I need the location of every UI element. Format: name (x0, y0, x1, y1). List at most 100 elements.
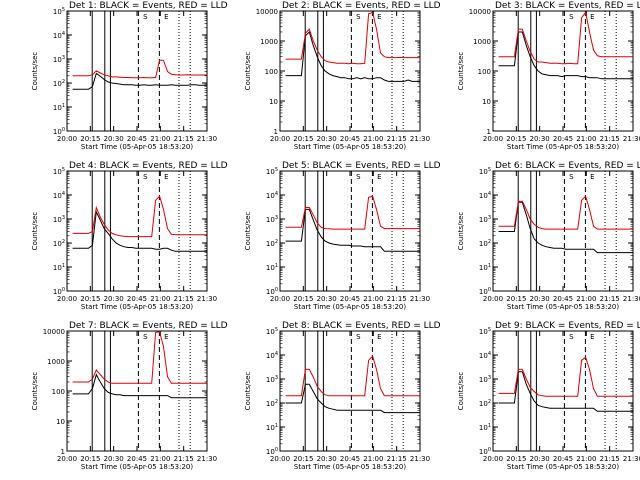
marker-s: S (569, 333, 574, 341)
marker-e: E (377, 333, 381, 341)
x-tick-label: 20:45 (127, 295, 147, 303)
y-tick-label: 105 (479, 327, 491, 336)
y-tick-label: 101 (266, 423, 278, 432)
panel-title: Det 5: BLACK = Events, RED = LLD (282, 161, 441, 171)
y-tick-exponent: 4 (275, 191, 278, 197)
x-tick-label: 20:45 (553, 455, 573, 463)
y-tick-label: 100 (52, 388, 65, 396)
y-tick-label: 105 (479, 167, 491, 176)
y-tick-label: 1000 (47, 358, 65, 366)
y-tick-label: 10000 (256, 8, 278, 16)
x-tick-label: 20:00 (270, 135, 290, 143)
detector-panel-8: Det 8: BLACK = Events, RED = LLD10010110… (244, 321, 441, 471)
y-tick-label: 1000 (260, 38, 278, 46)
x-tick-label: 20:45 (340, 295, 360, 303)
plot-frame (279, 330, 421, 452)
x-tick-label: 21:15 (174, 295, 194, 303)
y-tick-exponent: 1 (62, 263, 65, 269)
marker-e: E (590, 333, 594, 341)
y-tick-label: 1 (61, 448, 65, 456)
y-tick-exponent: 5 (275, 167, 278, 173)
x-tick-label: 21:30 (197, 455, 217, 463)
y-axis-label: Counts/sec (31, 372, 39, 411)
y-axis-label: Counts/sec (31, 52, 39, 91)
detector-panel-3: Det 3: BLACK = Events, RED = LLD 1 10 100 10… (457, 1, 640, 151)
y-tick-exponent: 1 (488, 263, 491, 269)
marker-s: S (569, 173, 574, 181)
y-tick-exponent: 3 (62, 215, 65, 221)
y-tick-exponent: 0 (488, 287, 491, 293)
detector-panel-5: Det 5: BLACK = Events, RED = LLD10010110… (244, 161, 441, 311)
y-tick-label: 100 (479, 287, 491, 296)
x-axis-label: Start Time (05-Apr-05 18:53:20) (294, 143, 406, 151)
y-tick-label: 100 (479, 447, 491, 456)
y-tick-exponent: 2 (62, 79, 65, 85)
panel-title: Det 4: BLACK = Events, RED = LLD (69, 161, 228, 171)
x-tick-label: 21:15 (387, 135, 407, 143)
panel-title: Det 8: BLACK = Events, RED = LLD (282, 321, 441, 331)
x-tick-label: 20:45 (127, 135, 147, 143)
y-tick-label: 105 (266, 327, 278, 336)
x-tick-label: 21:15 (600, 135, 620, 143)
y-tick-exponent: 4 (488, 351, 491, 357)
y-tick-label: 101 (53, 263, 65, 272)
y-tick-label: 100 (266, 447, 278, 456)
plot-frame (279, 10, 421, 132)
x-tick-label: 20:30 (317, 295, 337, 303)
events-series-line (285, 383, 420, 414)
x-tick-label: 21:00 (363, 135, 383, 143)
y-tick-label: 1 (274, 128, 278, 136)
panel-title: Det 2: BLACK = Events, RED = LLD (282, 1, 441, 11)
y-tick-label: 102 (479, 399, 491, 408)
y-tick-exponent: 3 (488, 375, 491, 381)
x-tick-label: 21:00 (150, 295, 170, 303)
detector-panel-1: Det 1: BLACK = Events, RED = LLD10010110… (31, 1, 228, 151)
y-tick-label: 104 (479, 191, 491, 200)
detector-panel-9: Det 9: BLACK = Events, RED = LLD10010110… (457, 321, 640, 471)
plot-frame (66, 330, 208, 452)
y-tick-exponent: 0 (275, 447, 278, 453)
y-axis-label: Counts/sec (457, 52, 465, 91)
detector-panel-2: Det 2: BLACK = Events, RED = LLD 1 10 100 10… (244, 1, 441, 151)
x-tick-label: 20:00 (483, 295, 503, 303)
x-axis-label: Start Time (05-Apr-05 18:53:20) (507, 463, 619, 471)
lld-series-line (72, 59, 207, 79)
y-tick-exponent: 1 (62, 103, 65, 109)
events-series-line (72, 373, 207, 399)
x-tick-label: 20:45 (340, 455, 360, 463)
y-tick-label: 105 (266, 167, 278, 176)
x-tick-label: 20:30 (317, 135, 337, 143)
plot-frame (279, 170, 421, 292)
y-tick-exponent: 5 (275, 327, 278, 333)
x-tick-label: 21:30 (410, 455, 430, 463)
y-tick-exponent: 1 (275, 423, 278, 429)
y-tick-label: 104 (53, 191, 65, 200)
y-tick-label: 102 (266, 239, 278, 248)
y-tick-exponent: 2 (275, 399, 278, 405)
y-tick-exponent: 3 (488, 215, 491, 221)
events-series-line (498, 371, 633, 412)
y-tick-exponent: 5 (62, 7, 65, 13)
x-tick-label: 21:30 (623, 455, 640, 463)
marker-e: E (164, 173, 168, 181)
y-tick-exponent: 2 (488, 239, 491, 245)
marker-s: S (356, 173, 361, 181)
y-tick-exponent: 4 (62, 191, 65, 197)
x-tick-label: 20:30 (530, 295, 550, 303)
x-tick-label: 20:30 (530, 135, 550, 143)
y-tick-exponent: 4 (275, 351, 278, 357)
y-tick-label: 10 (56, 418, 65, 426)
x-tick-label: 20:00 (270, 295, 290, 303)
lld-series-line (285, 195, 420, 230)
y-axis-label: Counts/sec (244, 52, 252, 91)
x-tick-label: 21:00 (576, 135, 596, 143)
x-axis-label: Start Time (05-Apr-05 18:53:20) (81, 463, 193, 471)
panel-title: Det 7: BLACK = Events, RED = LLD (69, 321, 228, 331)
marker-e: E (164, 13, 168, 21)
y-tick-exponent: 1 (275, 263, 278, 269)
y-tick-label: 103 (53, 215, 65, 224)
plot-frame (66, 10, 208, 132)
panel-title: Det 6: BLACK = Events, RED = LLD (495, 161, 640, 171)
x-tick-label: 21:15 (600, 455, 620, 463)
y-tick-exponent: 2 (275, 239, 278, 245)
